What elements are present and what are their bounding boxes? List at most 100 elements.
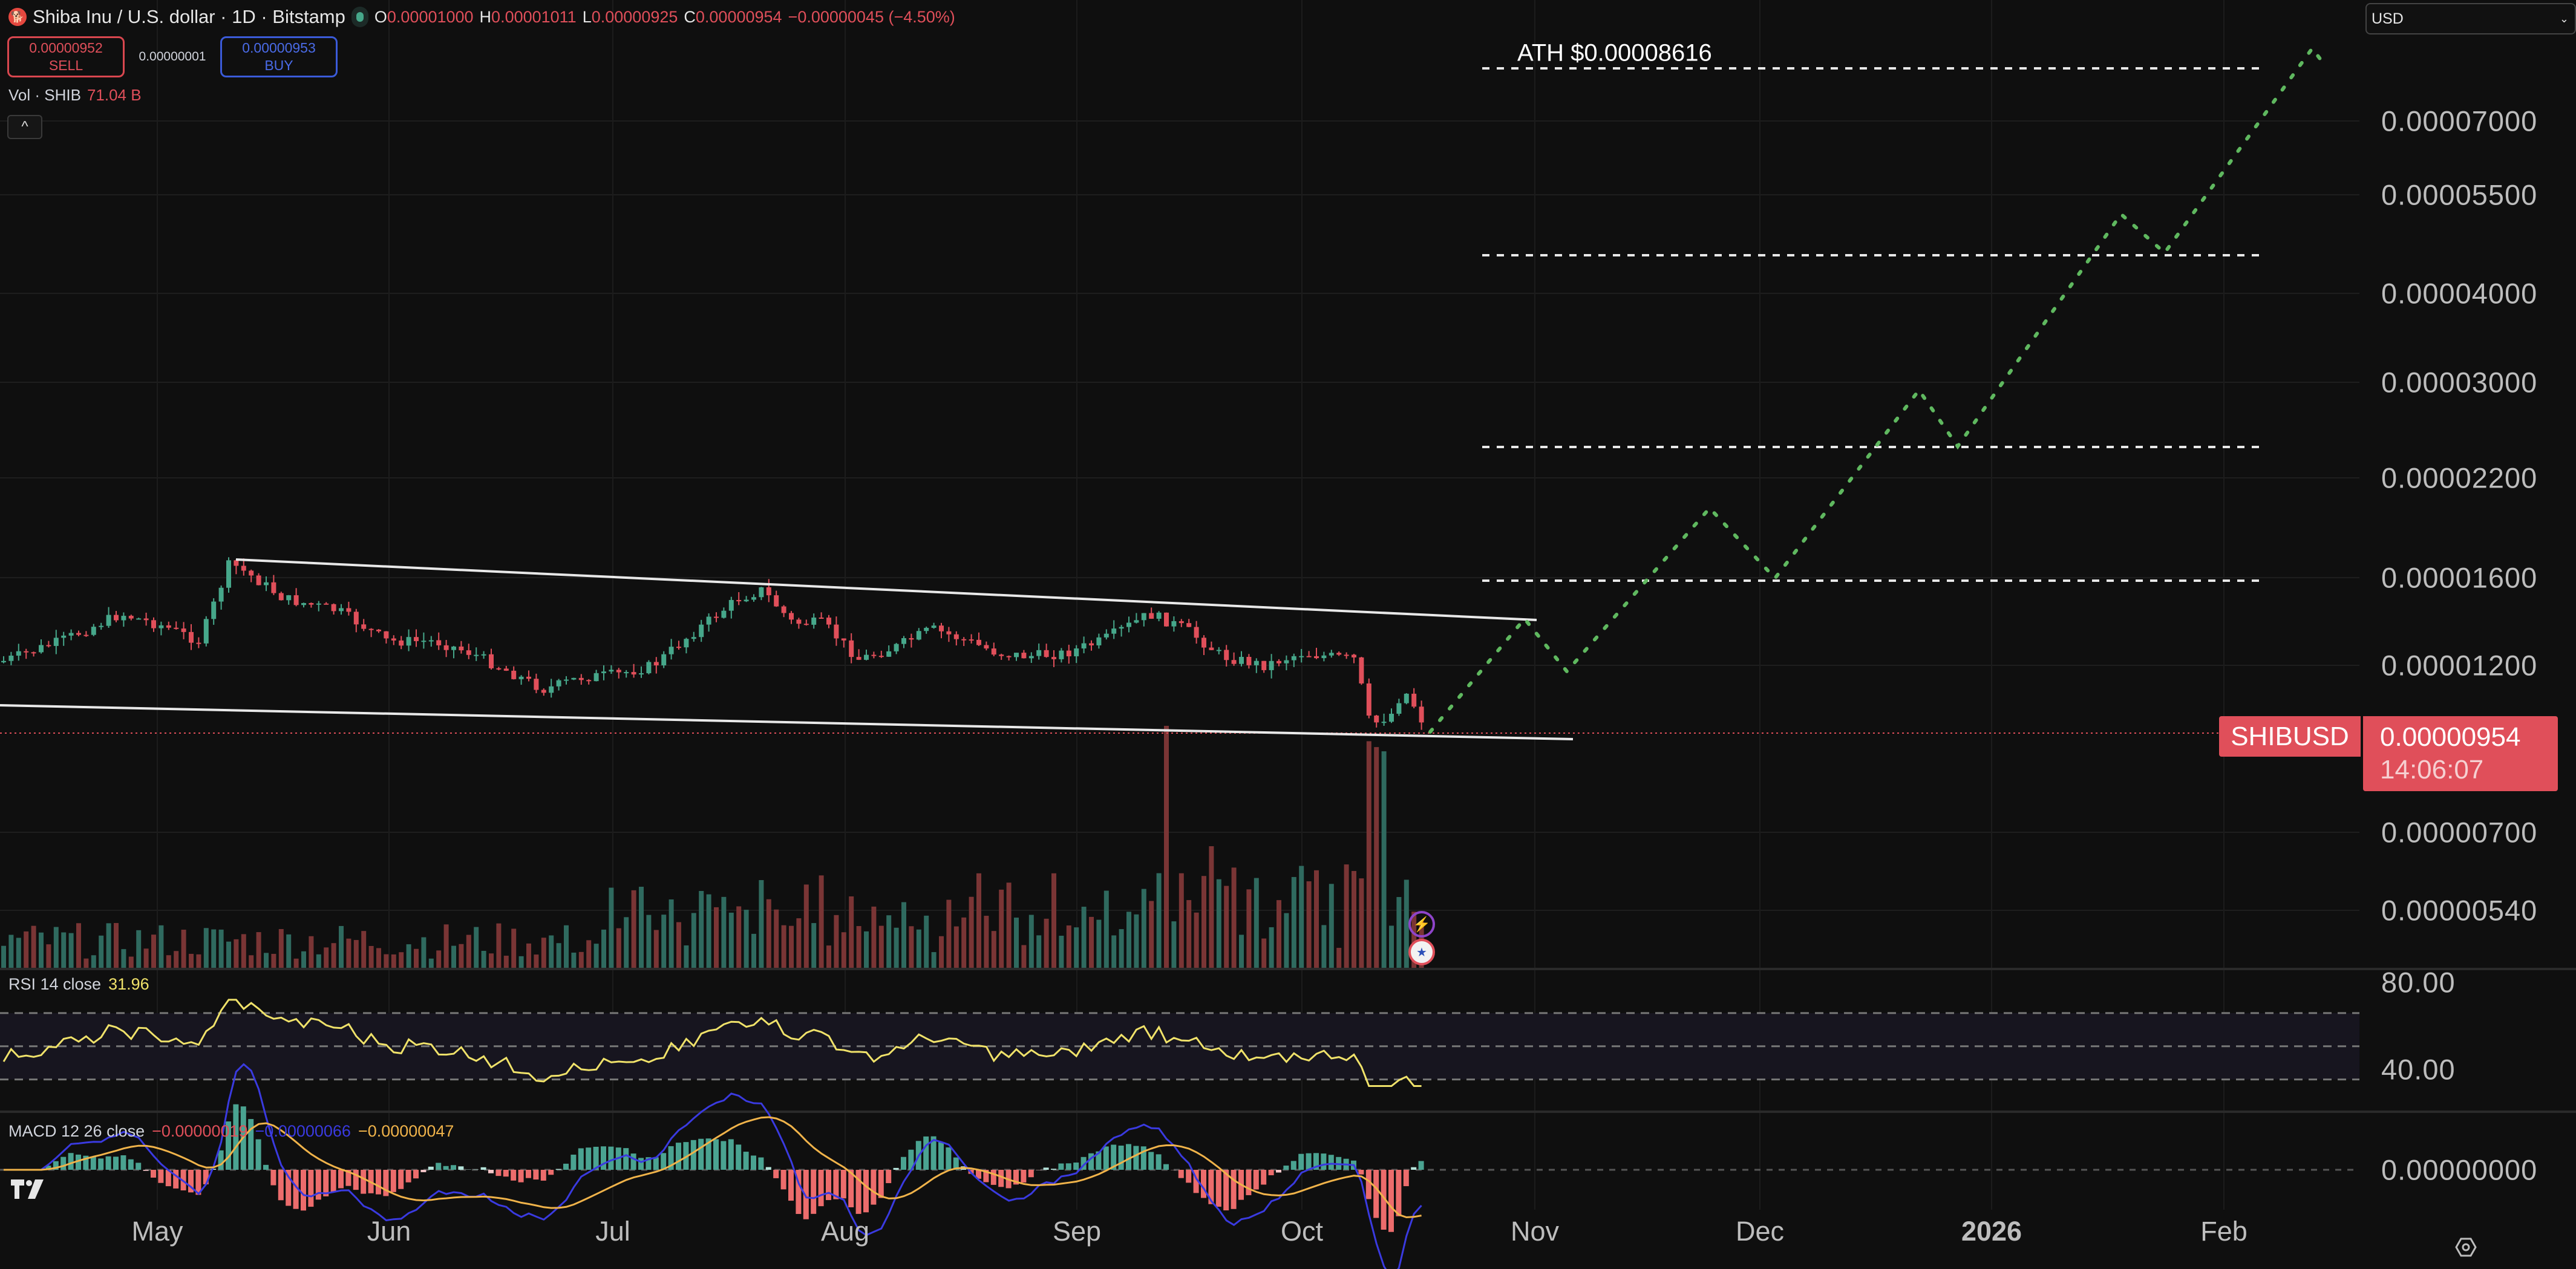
macd-histogram-bar (1178, 1170, 1184, 1178)
candle-body (1366, 683, 1371, 716)
volume-bar (76, 923, 81, 968)
volume-bar (1074, 927, 1079, 968)
volume-bar (999, 889, 1004, 968)
volume-bar (991, 931, 996, 968)
candle-body (189, 631, 194, 643)
macd-histogram-bar (1043, 1167, 1049, 1170)
macd-histogram-bar (1328, 1155, 1334, 1170)
candle-body (1389, 714, 1394, 722)
buy-button[interactable]: 0.00000953 BUY (220, 36, 338, 77)
macd-histogram-bar (315, 1170, 321, 1200)
macd-histogram-bar (736, 1144, 742, 1170)
candle-body (451, 646, 456, 650)
candle-body (234, 560, 239, 566)
candle-body (578, 677, 584, 680)
candle-body (676, 647, 681, 648)
volume-bar (1299, 866, 1304, 968)
lightning-event-icon[interactable]: ⚡ (1408, 911, 1435, 938)
candle-body (586, 680, 592, 682)
macd-histogram-bar (143, 1170, 149, 1171)
macd-histogram-bar (1021, 1170, 1027, 1183)
macd-histogram-bar (886, 1170, 892, 1184)
volume-bar (894, 927, 899, 968)
volume-bar (1261, 938, 1267, 968)
candle-body (518, 676, 524, 679)
macd-histogram-bar (803, 1170, 809, 1219)
macd-histogram-bar (1193, 1170, 1199, 1193)
candle-body (901, 638, 906, 644)
collapse-legend-button[interactable]: ^ (7, 115, 42, 139)
macd-histogram-bar (751, 1155, 756, 1170)
candle-body (1209, 647, 1214, 650)
macd-histogram-bar (151, 1170, 156, 1178)
macd-histogram-bar (1118, 1145, 1124, 1170)
macd-histogram-bar (188, 1170, 194, 1193)
volume-bar (976, 873, 981, 968)
candle-body (924, 627, 929, 631)
us-flag-event-icon[interactable]: ★ (1408, 939, 1435, 965)
settings-icon[interactable] (2455, 1236, 2477, 1258)
candle-body (939, 625, 944, 631)
spread-value: 0.00000001 (139, 50, 206, 64)
volume-bar (1209, 846, 1214, 968)
candle-body (541, 690, 546, 693)
candle-body (1044, 650, 1049, 657)
macd-histogram-bar (1403, 1170, 1409, 1187)
candle-body (609, 670, 614, 672)
price-axis-label: 0.00002200 (2381, 462, 2538, 494)
buy-label: BUY (264, 57, 293, 73)
macd-histogram-bar (526, 1170, 531, 1178)
volume-bar (916, 929, 921, 968)
tradingview-logo-icon[interactable] (11, 1179, 48, 1199)
macd-histogram-bar (248, 1119, 254, 1170)
time-axis-label: Aug (820, 1216, 870, 1247)
ath-annotation[interactable]: ATH $0.00008616 (1517, 39, 1712, 67)
candle-body (669, 647, 674, 654)
candle-body (1314, 656, 1319, 659)
volume-bar (946, 899, 952, 968)
market-status-icon[interactable] (351, 7, 368, 27)
volume-bar (503, 956, 509, 968)
volume-bar (1044, 918, 1049, 968)
macd-histogram-bar (1411, 1167, 1417, 1170)
macd-histogram-bar (458, 1166, 464, 1170)
candle-body (1126, 622, 1131, 627)
sell-label: SELL (48, 57, 83, 73)
volume-bar (901, 902, 906, 968)
candle-body (114, 615, 119, 621)
candle-body (894, 644, 899, 651)
currency-select[interactable]: USD ⌄ (2365, 3, 2576, 34)
candle-body (631, 672, 636, 675)
macd-histogram-bar (826, 1170, 831, 1201)
volume-bar (399, 952, 404, 968)
volume-bar (466, 935, 471, 968)
symbol-title[interactable]: Shiba Inu / U.S. dollar · 1D · Bitstamp (33, 6, 345, 27)
candle-body (1352, 654, 1356, 657)
candle-body (691, 637, 696, 639)
macd-legend[interactable]: MACD 12 26 close −0.00000019 −0.00000066… (8, 1122, 454, 1141)
candle-body (1261, 661, 1267, 670)
ohlc-values: O0.00001000 H0.00001011 L0.00000925 C0.0… (374, 7, 955, 26)
volume-bar (384, 954, 389, 968)
macd-histogram-bar (878, 1170, 884, 1198)
candle-body (376, 629, 381, 631)
macd-histogram-bar (983, 1170, 989, 1183)
volume-bar (443, 924, 449, 968)
candle-body (1254, 661, 1259, 665)
candle-body (661, 654, 667, 666)
time-axis-label: Dec (1735, 1216, 1785, 1247)
volume-legend[interactable]: Vol · SHIB 71.04 B (8, 86, 142, 105)
macd-histogram-bar (436, 1163, 442, 1170)
volume-bar (624, 917, 629, 968)
candle-body (1419, 706, 1424, 723)
candle-body (834, 624, 839, 639)
sell-button[interactable]: 0.00000952 SELL (7, 36, 125, 77)
candle-body (143, 618, 149, 621)
price-axis-label: 0.00005500 (2381, 178, 2538, 211)
rsi-legend[interactable]: RSI 14 close 31.96 (8, 975, 149, 994)
volume-bar (166, 955, 171, 968)
macd-histogram-bar (728, 1139, 734, 1170)
volume-bar (1359, 878, 1364, 968)
candle-body (744, 599, 749, 602)
